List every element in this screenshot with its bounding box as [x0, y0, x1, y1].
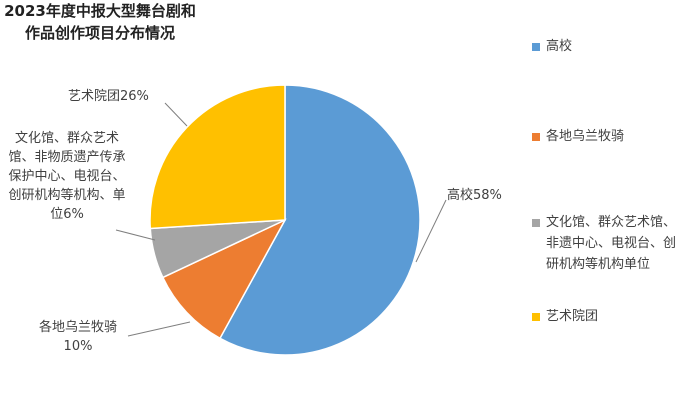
data-label: 高校58% [447, 188, 502, 203]
leader-line [115, 229, 156, 241]
data-label: 文化馆、群众艺术馆、非物质遗产传承保护中心、电视台、创研机构等机构、单位6% [8, 131, 126, 222]
legend-label: 各地乌兰牧骑 [546, 129, 625, 144]
chart-title: 2023年度中报大型舞台剧和作品创作项目分布情况 [4, 2, 196, 42]
leader-line [127, 321, 191, 337]
leader-line [164, 102, 188, 127]
legend-swatch [532, 219, 540, 227]
legend-swatch [532, 43, 540, 51]
legend-label: 艺术院团 [546, 309, 599, 324]
pie-slice [218, 84, 421, 356]
legend-swatch [532, 313, 540, 321]
leader-line [415, 199, 447, 263]
legend-swatch [532, 133, 540, 141]
legend-label: 文化馆、群众艺术馆、非遗中心、电视台、创研机构等机构单位 [546, 215, 677, 272]
data-label: 艺术院团26% [68, 89, 149, 104]
pie-slice [149, 84, 286, 230]
pie-slice [161, 218, 287, 340]
legend-label: 高校 [546, 39, 573, 54]
data-label: 各地乌兰牧骑 10% [38, 320, 117, 354]
